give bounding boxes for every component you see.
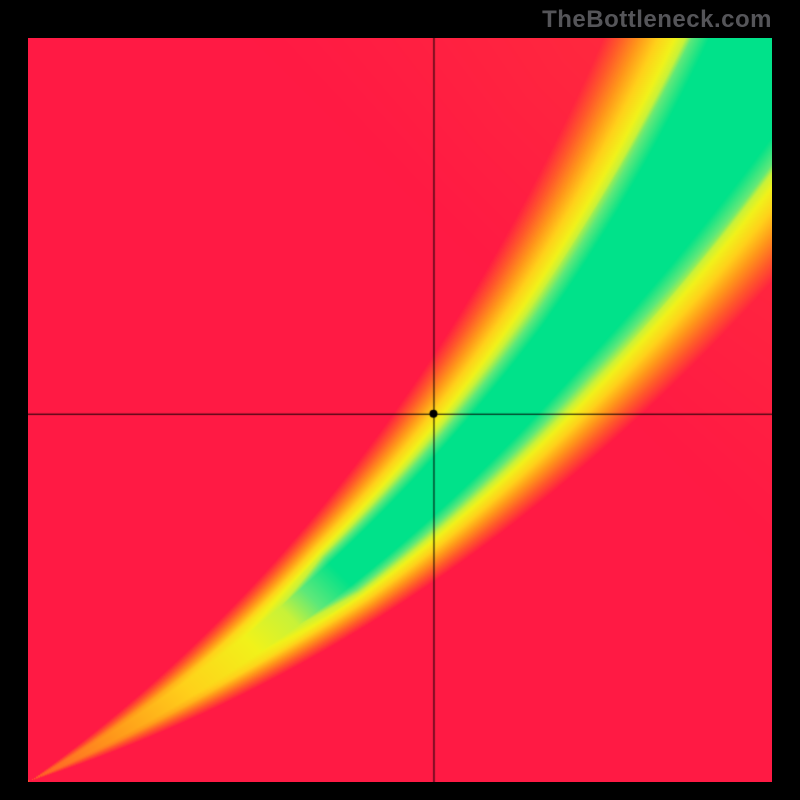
chart-container: TheBottleneck.com [0, 0, 800, 800]
watermark-text: TheBottleneck.com [542, 6, 772, 34]
bottleneck-heatmap-canvas [28, 38, 772, 782]
plot-area [28, 38, 772, 782]
